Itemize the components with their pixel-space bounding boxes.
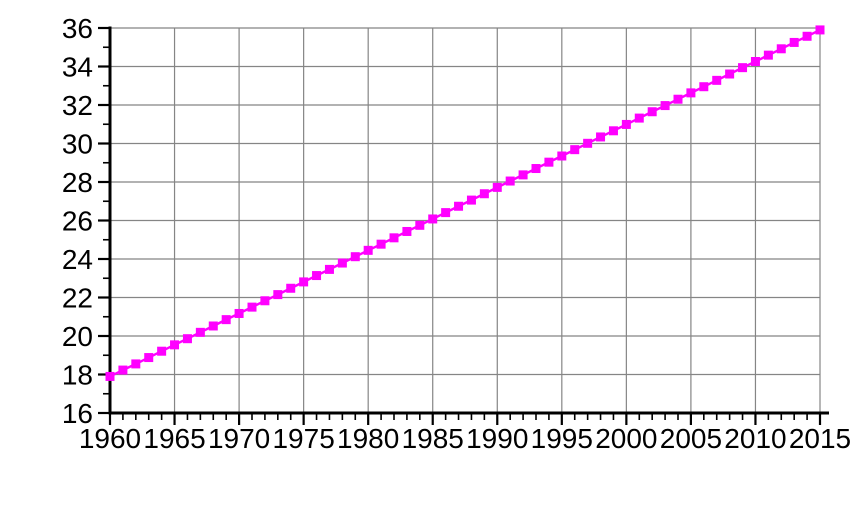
x-tick-label: 1965 bbox=[143, 423, 205, 454]
data-point-marker bbox=[557, 151, 567, 161]
data-point-marker bbox=[221, 315, 231, 325]
data-point-marker bbox=[815, 25, 825, 35]
data-point-marker bbox=[376, 239, 386, 249]
data-point-marker bbox=[299, 277, 309, 287]
x-tick-label: 2000 bbox=[595, 423, 657, 454]
data-point-marker bbox=[389, 233, 399, 243]
data-point-marker bbox=[531, 164, 541, 174]
data-point-marker bbox=[699, 82, 709, 92]
y-tick-label: 26 bbox=[62, 206, 93, 237]
data-point-marker bbox=[363, 245, 373, 255]
data-point-marker bbox=[105, 371, 115, 381]
data-point-marker bbox=[402, 226, 412, 236]
x-tick-label: 1985 bbox=[402, 423, 464, 454]
data-point-marker bbox=[776, 44, 786, 54]
y-tick-label: 22 bbox=[62, 283, 93, 314]
y-tick-label: 32 bbox=[62, 90, 93, 121]
data-point-marker bbox=[802, 31, 812, 41]
data-point-marker bbox=[195, 327, 205, 337]
data-point-marker bbox=[312, 271, 322, 281]
data-point-marker bbox=[273, 290, 283, 300]
x-tick-label: 2015 bbox=[789, 423, 851, 454]
y-tick-label: 16 bbox=[62, 398, 93, 429]
data-point-marker bbox=[337, 258, 347, 268]
data-point-marker bbox=[738, 63, 748, 73]
x-tick-label: 2010 bbox=[724, 423, 786, 454]
data-point-marker bbox=[750, 56, 760, 66]
data-point-marker bbox=[247, 302, 257, 312]
data-point-marker bbox=[234, 308, 244, 318]
data-point-marker bbox=[673, 94, 683, 104]
y-tick-label: 20 bbox=[62, 321, 93, 352]
y-tick-label: 18 bbox=[62, 360, 93, 391]
data-point-marker bbox=[725, 69, 735, 79]
data-point-marker bbox=[324, 264, 334, 274]
data-point-marker bbox=[454, 201, 464, 211]
y-tick-label: 34 bbox=[62, 52, 93, 83]
data-point-marker bbox=[505, 176, 515, 186]
data-point-marker bbox=[157, 346, 167, 356]
data-point-marker bbox=[144, 353, 154, 363]
data-point-marker bbox=[570, 145, 580, 155]
data-point-marker bbox=[608, 126, 618, 136]
data-point-marker bbox=[518, 170, 528, 180]
x-tick-label: 1960 bbox=[79, 423, 141, 454]
data-point-marker bbox=[492, 182, 502, 192]
x-tick-label: 1975 bbox=[272, 423, 334, 454]
data-point-marker bbox=[170, 340, 180, 350]
x-tick-label: 1970 bbox=[208, 423, 270, 454]
data-point-marker bbox=[479, 189, 489, 199]
data-point-marker bbox=[647, 107, 657, 117]
y-tick-label: 30 bbox=[62, 129, 93, 160]
x-tick-label: 1990 bbox=[466, 423, 528, 454]
data-point-marker bbox=[118, 365, 128, 375]
data-point-marker bbox=[544, 157, 554, 167]
data-point-marker bbox=[712, 75, 722, 85]
x-tick-label: 2005 bbox=[660, 423, 722, 454]
data-point-marker bbox=[182, 334, 192, 344]
y-tick-label: 28 bbox=[62, 167, 93, 198]
data-point-marker bbox=[208, 321, 218, 331]
y-tick-label: 24 bbox=[62, 244, 93, 275]
data-point-marker bbox=[428, 214, 438, 224]
data-point-marker bbox=[286, 283, 296, 293]
data-point-marker bbox=[466, 195, 476, 205]
data-point-marker bbox=[660, 101, 670, 111]
data-point-marker bbox=[350, 252, 360, 262]
data-point-marker bbox=[634, 113, 644, 123]
data-point-marker bbox=[763, 50, 773, 60]
data-point-marker bbox=[415, 220, 425, 230]
x-tick-label: 1980 bbox=[337, 423, 399, 454]
data-point-marker bbox=[583, 138, 593, 148]
x-tick-label: 1995 bbox=[531, 423, 593, 454]
y-tick-label: 36 bbox=[62, 13, 93, 44]
data-point-marker bbox=[260, 296, 270, 306]
data-point-marker bbox=[686, 88, 696, 98]
data-point-marker bbox=[789, 37, 799, 47]
data-point-marker bbox=[131, 359, 141, 369]
data-point-marker bbox=[441, 208, 451, 218]
data-point-marker bbox=[596, 132, 606, 142]
data-point-marker bbox=[621, 119, 631, 129]
